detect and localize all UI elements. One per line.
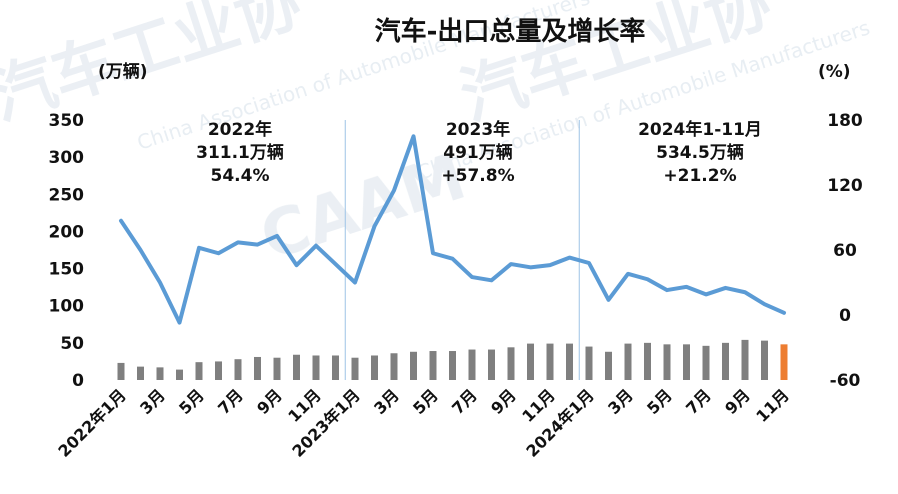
bar <box>176 369 183 380</box>
left-axis-ticks: 0 50 100 150 200 250 300 350 <box>49 111 85 391</box>
bar <box>468 349 476 380</box>
bar <box>293 354 300 380</box>
left-tick-label: 50 <box>60 334 84 354</box>
bar <box>371 355 378 380</box>
annotation-line: 2024年1-11月 <box>638 119 762 140</box>
annotation-line: 54.4% <box>211 166 270 186</box>
bar <box>780 344 788 380</box>
bar <box>761 340 768 380</box>
left-tick-label: 100 <box>49 297 85 317</box>
bar <box>683 344 690 380</box>
bar <box>137 366 144 380</box>
bar <box>605 351 612 380</box>
left-tick-label: 0 <box>72 371 84 391</box>
bar <box>741 339 749 380</box>
right-tick-label: 60 <box>833 241 857 261</box>
right-tick-label: 180 <box>827 111 863 131</box>
right-axis-unit: (%) <box>818 62 851 82</box>
bar <box>254 356 261 380</box>
x-tick-label: 9月 <box>721 385 754 418</box>
x-tick-label: 5月 <box>409 385 442 418</box>
bar <box>722 342 729 380</box>
bar <box>195 362 203 380</box>
right-tick-label: -60 <box>830 371 861 391</box>
bar <box>410 351 417 380</box>
right-tick-label: 120 <box>827 176 863 196</box>
bar <box>663 344 671 380</box>
annotation-line: 491万辆 <box>443 142 513 163</box>
right-tick-label: 0 <box>839 306 851 326</box>
bar <box>644 342 651 380</box>
x-tick-label: 2022年1月 <box>54 385 129 460</box>
bar <box>449 351 456 380</box>
bar <box>624 343 632 380</box>
bar <box>312 355 320 380</box>
bar <box>351 357 359 380</box>
x-tick-label: 7月 <box>448 385 481 418</box>
left-tick-label: 350 <box>49 111 85 131</box>
separators <box>344 120 580 380</box>
bar <box>332 355 339 380</box>
left-tick-label: 250 <box>49 185 85 205</box>
annotation-line: 2022年 <box>208 119 272 140</box>
left-tick-label: 200 <box>49 222 85 242</box>
bar <box>507 347 515 380</box>
x-tick-label: 7月 <box>682 385 715 418</box>
bar <box>488 349 495 380</box>
growth-rate-line <box>119 134 786 325</box>
bar <box>390 353 398 380</box>
x-tick-label: 5月 <box>643 385 676 418</box>
left-tick-label: 150 <box>49 260 85 280</box>
x-tick-label: 5月 <box>175 385 208 418</box>
bar <box>215 361 222 380</box>
bar <box>117 362 125 380</box>
x-tick-label: 3月 <box>136 385 169 418</box>
bar <box>156 367 164 380</box>
bar <box>429 351 437 380</box>
x-tick-label: 11月 <box>752 385 793 426</box>
bar <box>234 359 242 380</box>
annotation-line: 2023年 <box>446 119 510 140</box>
x-tick-label: 9月 <box>487 385 520 418</box>
bar <box>527 343 534 380</box>
line-series <box>119 134 786 325</box>
left-tick-label: 300 <box>49 148 85 168</box>
bar <box>273 357 281 380</box>
left-axis-unit: (万辆) <box>98 61 148 82</box>
annotation-line: 534.5万辆 <box>656 142 744 163</box>
x-tick-label: 7月 <box>214 385 247 418</box>
annotation-line: +21.2% <box>663 166 736 186</box>
chart-title: 汽车-出口总量及增长率 <box>375 16 646 47</box>
right-axis-ticks: -60 0 60 120 180 <box>827 111 863 391</box>
x-tick-label: 3月 <box>370 385 403 418</box>
bar <box>585 346 593 380</box>
x-tick-label: 3月 <box>604 385 637 418</box>
annotation-line: +57.8% <box>441 166 514 186</box>
annotation-line: 311.1万辆 <box>196 142 284 163</box>
bar-series <box>117 339 788 380</box>
bar <box>566 343 573 380</box>
x-tick-label: 9月 <box>253 385 286 418</box>
bar <box>546 343 554 380</box>
bar <box>702 345 710 380</box>
